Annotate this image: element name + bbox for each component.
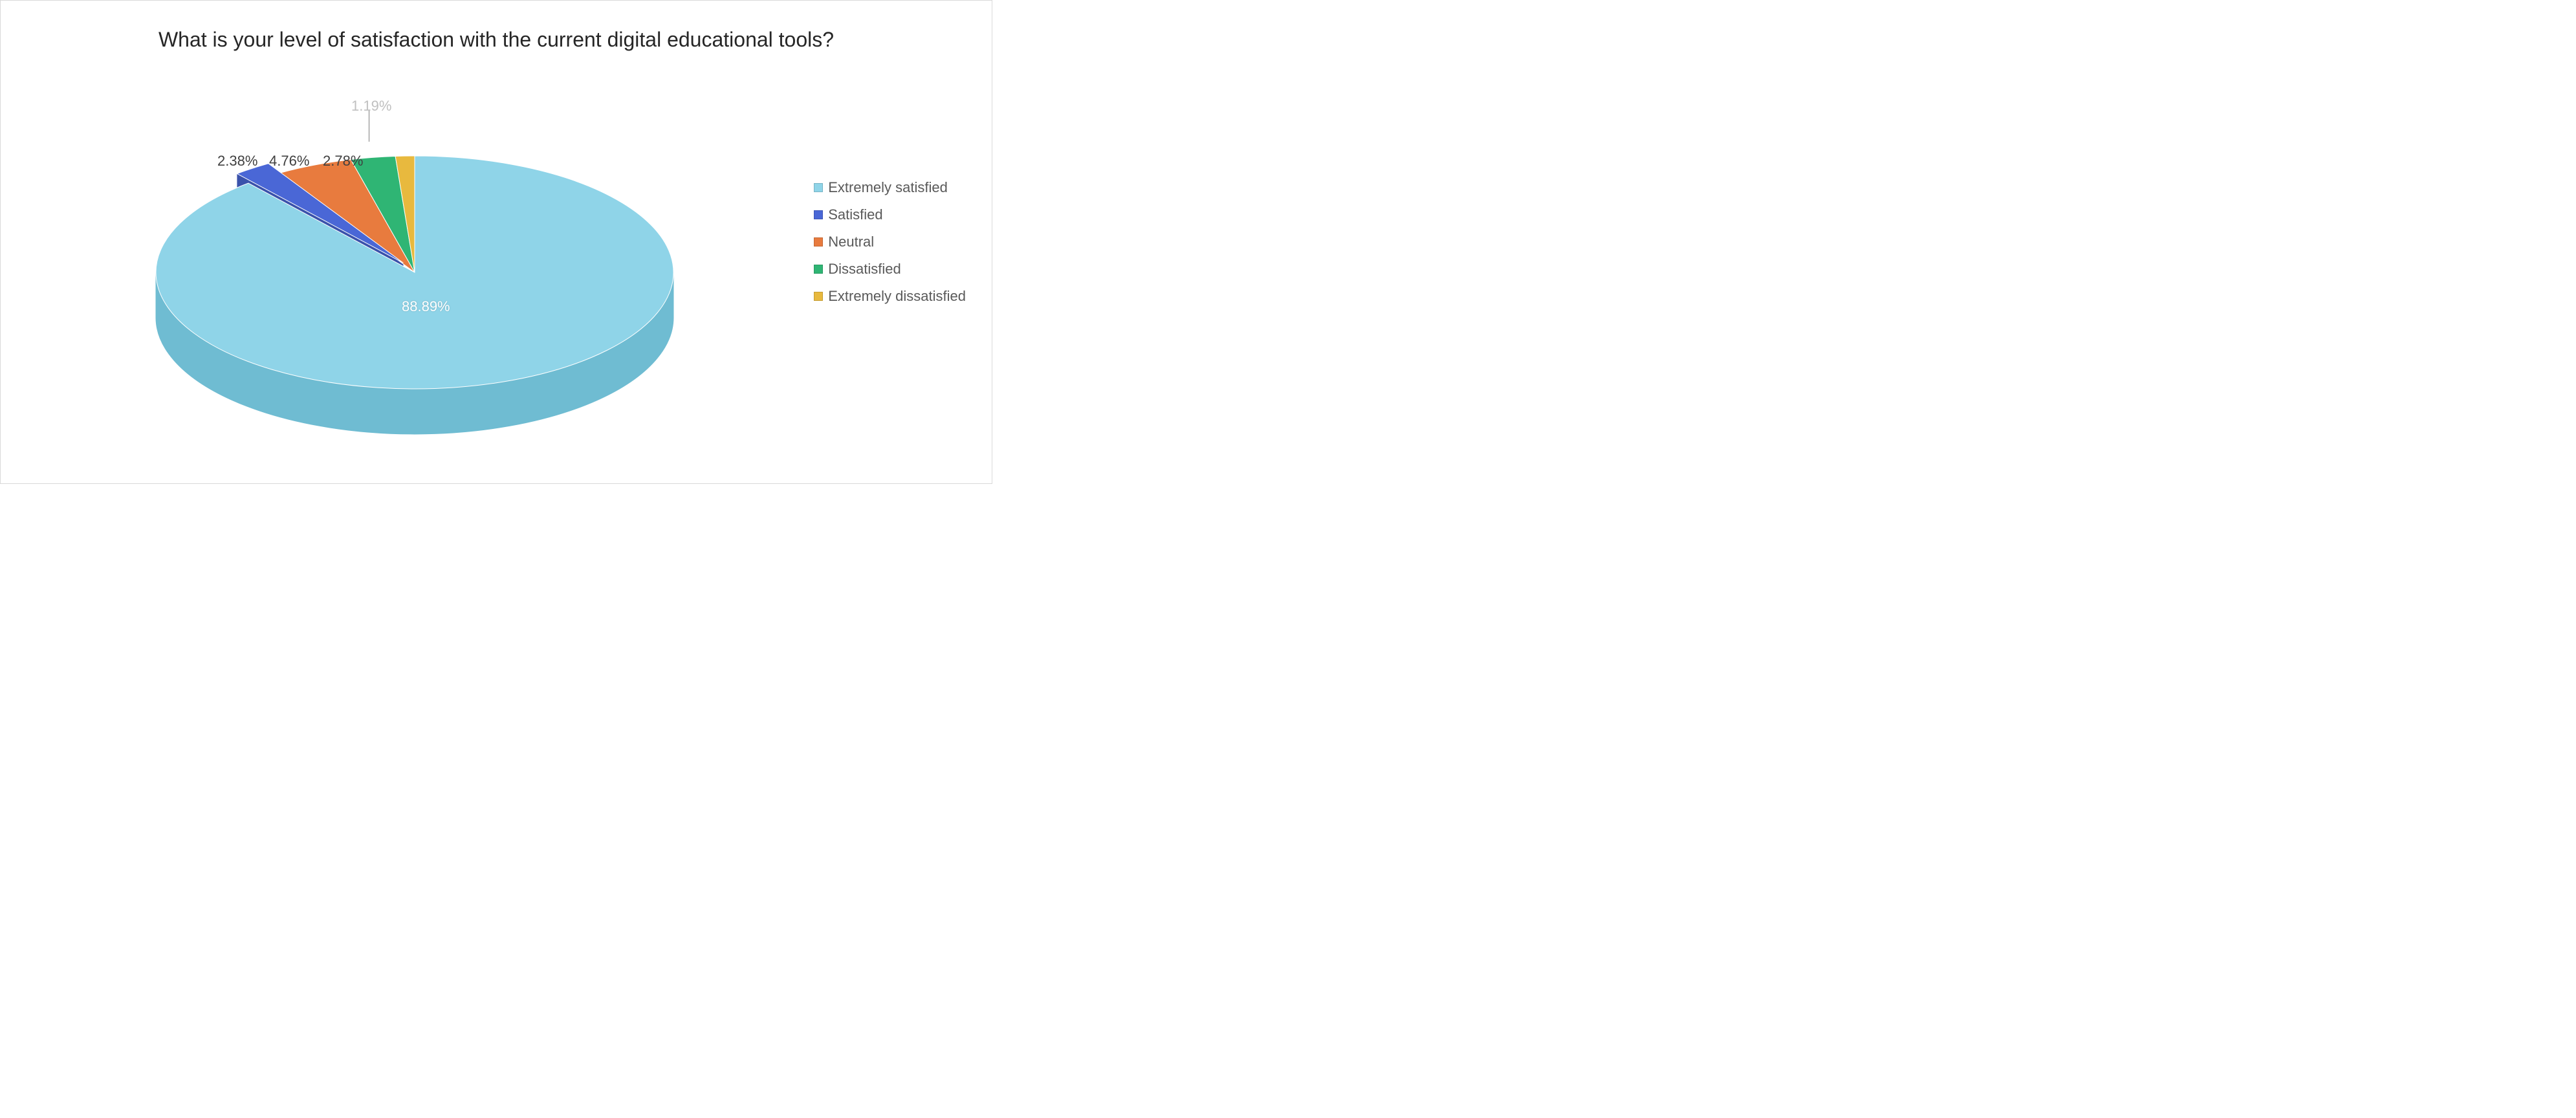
legend-swatch (814, 210, 823, 219)
legend-swatch (814, 292, 823, 301)
legend-item: Satisfied (814, 206, 966, 223)
legend-item: Neutral (814, 234, 966, 250)
legend-label: Satisfied (828, 206, 882, 223)
legend-swatch (814, 237, 823, 247)
legend-label: Dissatisfied (828, 261, 901, 278)
label-dissatisfied: 2.78% (323, 153, 363, 170)
pie-area: 88.89% 2.38% 4.76% 2.78% 1.19% (117, 124, 712, 460)
legend: Extremely satisfied Satisfied Neutral Di… (814, 169, 966, 315)
label-neutral: 4.76% (269, 153, 309, 170)
label-satisfied: 2.38% (217, 153, 257, 170)
legend-label: Extremely dissatisfied (828, 288, 966, 305)
legend-swatch (814, 265, 823, 274)
pie-svg (117, 124, 712, 460)
label-extremely-dissatisfied: 1.19% (351, 98, 391, 115)
legend-label: Neutral (828, 234, 874, 250)
label-extremely-satisfied: 88.89% (402, 298, 450, 315)
chart-title: What is your level of satisfaction with … (1, 27, 992, 52)
legend-label: Extremely satisfied (828, 179, 948, 196)
legend-swatch (814, 183, 823, 192)
legend-item: Dissatisfied (814, 261, 966, 278)
legend-item: Extremely satisfied (814, 179, 966, 196)
chart-container: What is your level of satisfaction with … (0, 0, 992, 484)
legend-item: Extremely dissatisfied (814, 288, 966, 305)
